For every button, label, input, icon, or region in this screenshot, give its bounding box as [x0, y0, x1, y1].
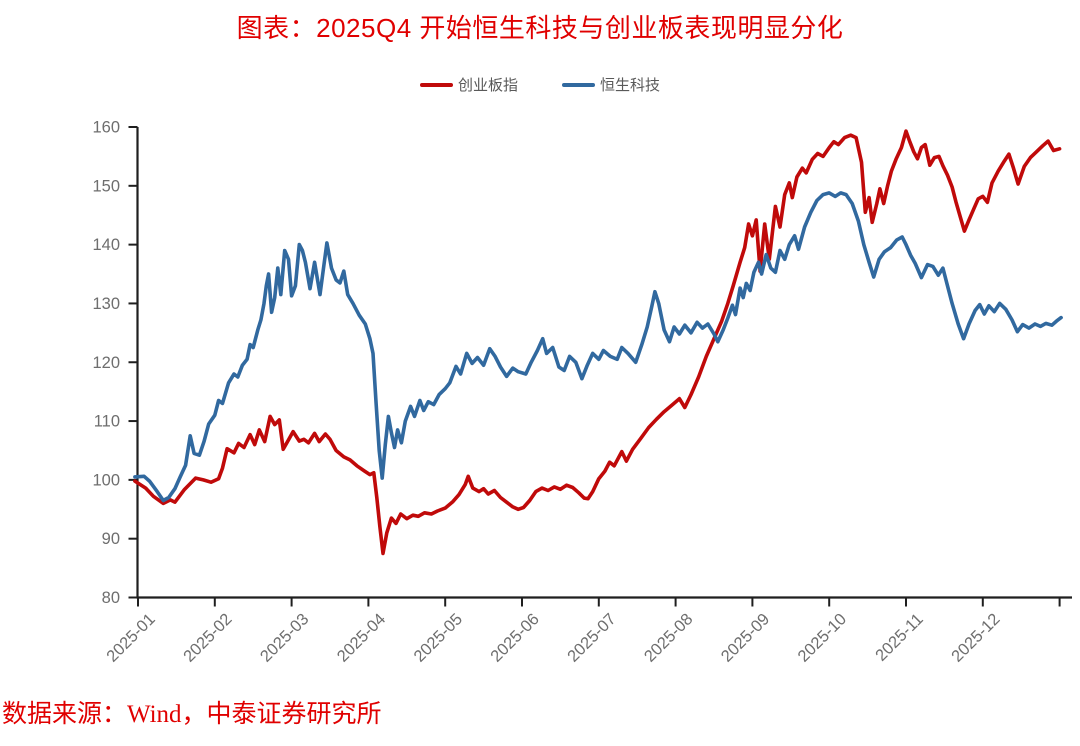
y-axis-tick-label: 130	[92, 295, 120, 313]
y-axis-tick-label: 150	[92, 177, 120, 195]
legend-line-swatch	[419, 82, 453, 87]
y-axis-tick-label: 90	[102, 530, 120, 548]
legend-label: 创业板指	[457, 77, 518, 94]
x-axis-tick-label: 2025-07	[564, 610, 620, 666]
x-axis-tick-label: 2025-06	[487, 610, 543, 666]
x-axis-tick-label: 2025-10	[794, 610, 850, 666]
y-axis-tick-label: 100	[92, 471, 120, 489]
y-axis-tick-label: 80	[102, 589, 120, 607]
legend-item-hang-seng-tech: 恒生科技	[562, 74, 660, 95]
x-axis-tick-label: 2025-11	[872, 610, 927, 665]
x-axis-tick-label: 2025-09	[718, 610, 774, 666]
chart-title: 图表：2025Q4 开始恒生科技与创业板表现明显分化	[236, 13, 844, 43]
x-axis-tick-label: 2025-04	[334, 610, 390, 666]
data-source-note: 数据来源：Wind，中泰证券研究所	[2, 701, 382, 728]
y-axis-tick-label: 160	[92, 119, 120, 137]
x-axis-tick-label: 2025-02	[180, 610, 236, 666]
x-axis-tick-label: 2025-12	[948, 610, 1004, 666]
x-axis-tick-label: 2025-05	[410, 610, 466, 666]
axis-line	[136, 127, 1072, 599]
legend-label: 恒生科技	[600, 77, 661, 94]
legend-item-chinext-index: 创业板指	[419, 74, 518, 95]
x-axis-tick-label: 2025-01	[103, 610, 159, 666]
chart-legend: 创业板指 恒生科技	[0, 74, 1080, 95]
series-line-chinext-index	[133, 129, 1062, 556]
y-axis-tick-label: 110	[94, 413, 120, 431]
y-axis-tick-label: 140	[92, 236, 120, 254]
y-axis-tick-label: 120	[92, 354, 120, 372]
x-axis-tick-label: 2025-08	[641, 610, 697, 666]
legend-line-swatch	[562, 82, 595, 87]
x-axis-tick-label: 2025-03	[257, 610, 313, 666]
series-line-hang-seng-tech	[133, 191, 1063, 503]
